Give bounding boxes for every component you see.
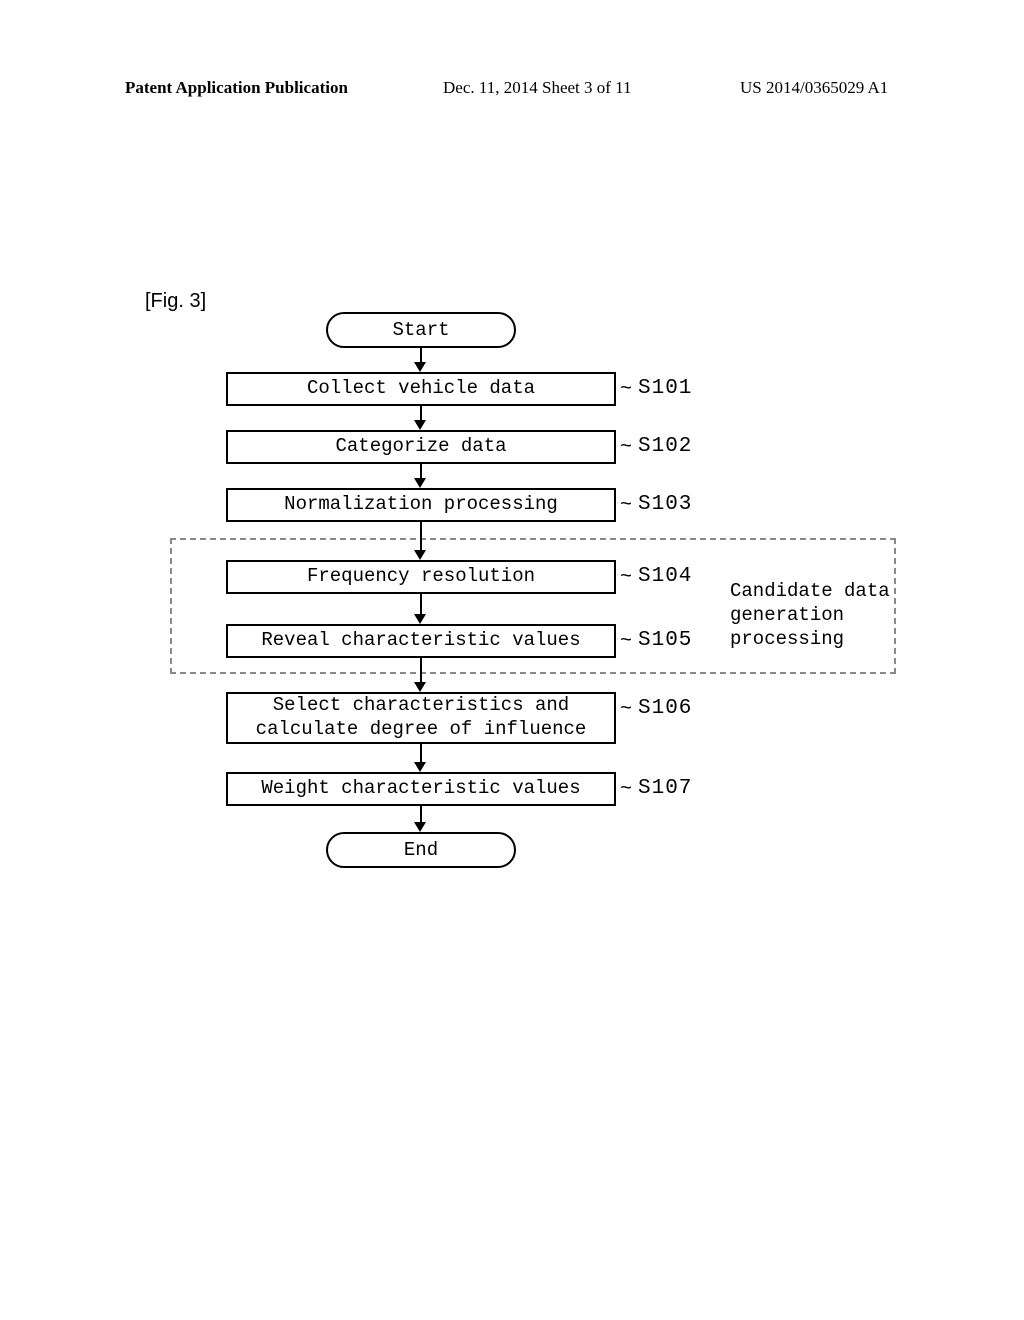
step-s104: Frequency resolution — [226, 560, 616, 594]
step-label: Reveal characteristic values — [261, 629, 580, 653]
step-s106: Select characteristics and calculate deg… — [226, 692, 616, 744]
end-node: End — [326, 832, 516, 868]
ref-connector: ~ — [620, 566, 632, 589]
step-ref: S105 — [638, 629, 692, 652]
header-publication-number: US 2014/0365029 A1 — [740, 78, 888, 98]
arrowhead-icon — [414, 614, 426, 624]
step-label: Collect vehicle data — [307, 377, 535, 401]
step-label: Weight characteristic values — [261, 777, 580, 801]
step-ref: S106 — [638, 697, 692, 720]
header-publication: Patent Application Publication — [125, 78, 348, 98]
header-date-sheet: Dec. 11, 2014 Sheet 3 of 11 — [443, 78, 632, 98]
step-label: Normalization processing — [284, 493, 558, 517]
figure-label: [Fig. 3] — [145, 290, 206, 313]
start-node: Start — [326, 312, 516, 348]
arrowhead-icon — [414, 550, 426, 560]
step-s101: Collect vehicle data — [226, 372, 616, 406]
flow-arrow — [420, 744, 422, 764]
step-ref: S101 — [638, 377, 692, 400]
arrowhead-icon — [414, 682, 426, 692]
step-label: Frequency resolution — [307, 565, 535, 589]
flow-arrow — [420, 658, 422, 684]
ref-connector: ~ — [620, 698, 632, 721]
step-s105: Reveal characteristic values — [226, 624, 616, 658]
step-ref: S104 — [638, 565, 692, 588]
step-s102: Categorize data — [226, 430, 616, 464]
step-label: Categorize data — [335, 435, 506, 459]
ref-connector: ~ — [620, 436, 632, 459]
flow-arrow — [420, 594, 422, 616]
ref-connector: ~ — [620, 378, 632, 401]
arrowhead-icon — [414, 822, 426, 832]
step-s107: Weight characteristic values — [226, 772, 616, 806]
arrowhead-icon — [414, 762, 426, 772]
step-ref: S107 — [638, 777, 692, 800]
flowchart: Candidate data generation processing Sta… — [170, 312, 900, 912]
arrowhead-icon — [414, 362, 426, 372]
step-ref: S103 — [638, 493, 692, 516]
ref-connector: ~ — [620, 630, 632, 653]
ref-connector: ~ — [620, 494, 632, 517]
step-label: Select characteristics and calculate deg… — [256, 694, 587, 742]
candidate-group-label: Candidate data generation processing — [730, 580, 890, 651]
arrowhead-icon — [414, 420, 426, 430]
step-s103: Normalization processing — [226, 488, 616, 522]
flow-arrow — [420, 522, 422, 552]
ref-connector: ~ — [620, 778, 632, 801]
arrowhead-icon — [414, 478, 426, 488]
step-ref: S102 — [638, 435, 692, 458]
